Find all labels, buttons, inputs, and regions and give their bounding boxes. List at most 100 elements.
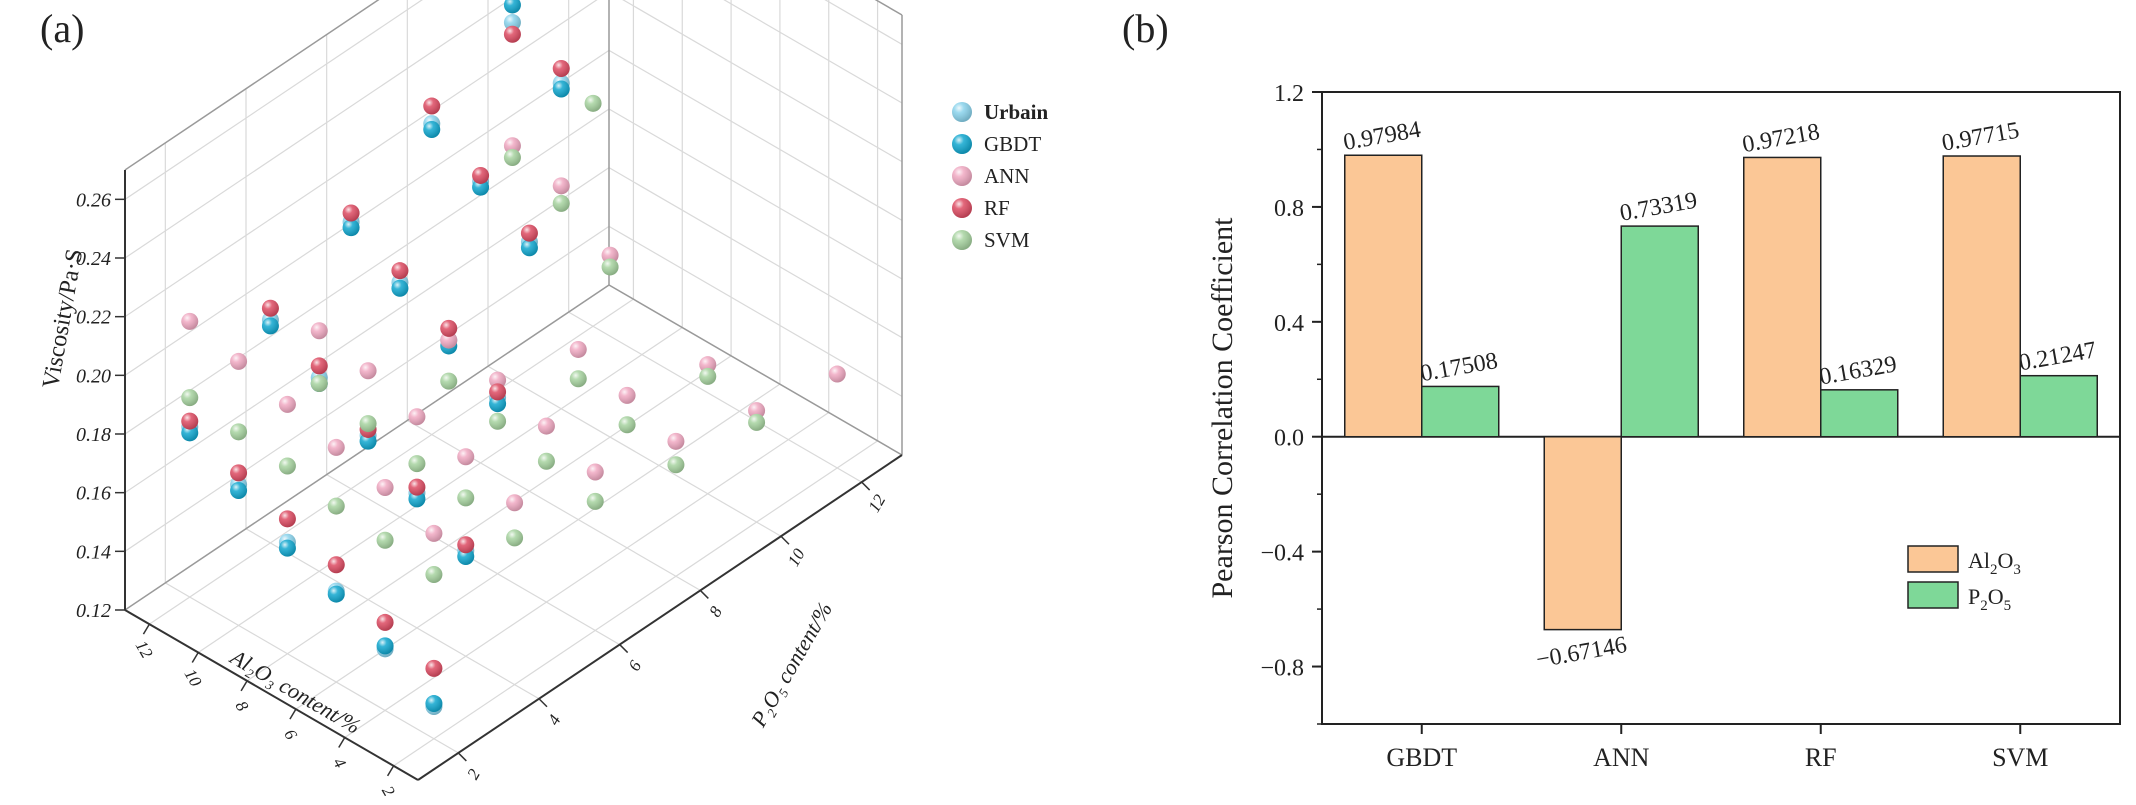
y-axis-label: P₂O₅ content/% xyxy=(745,598,837,732)
legend-item-svm: SVM xyxy=(952,228,1030,252)
point-svm xyxy=(552,194,570,212)
point-ann xyxy=(618,386,636,404)
bar-value-label: 0.97984 xyxy=(1341,117,1422,156)
legend-item-al2o3: Al2O3 xyxy=(1907,545,2021,578)
point-svm xyxy=(699,367,717,385)
legend-item-gbdt: GBDT xyxy=(952,132,1041,156)
point-ann xyxy=(667,432,685,450)
y-tick-label: 8 xyxy=(705,603,726,620)
x-tick-label: 8 xyxy=(231,698,252,715)
x-tick-label: 10 xyxy=(181,666,206,691)
point-rf xyxy=(520,224,538,242)
x-tick-label: RF xyxy=(1805,743,1837,772)
point-rf xyxy=(472,166,490,184)
point-svm xyxy=(618,416,636,434)
point-gbdt xyxy=(489,395,507,413)
box-edge xyxy=(874,0,903,16)
legend-label: P2O5 xyxy=(1968,584,2011,614)
legend-label: Al2O3 xyxy=(1968,548,2021,578)
y-tick-label: 4 xyxy=(544,711,565,728)
x-ticks: GBDT ANN RF SVM xyxy=(1386,724,2048,772)
point-rf xyxy=(423,97,441,115)
wall-gridline xyxy=(723,0,903,104)
point-rf xyxy=(552,59,570,77)
y-tick-mark xyxy=(699,589,709,599)
point-gbdt xyxy=(457,548,475,566)
point-rf xyxy=(408,478,426,496)
y-tick-mark xyxy=(619,644,629,654)
y-tick-label: 0.4 xyxy=(1274,311,1304,337)
bar-value-label: 0.73319 xyxy=(1618,188,1699,227)
wall-gridline xyxy=(124,0,598,318)
point-gbdt xyxy=(425,695,443,713)
point-gbdt xyxy=(278,539,296,557)
wall-gridline xyxy=(124,49,610,376)
bar-al2o3-svm xyxy=(1942,155,2021,438)
wall-gridline xyxy=(608,225,903,397)
point-gbdt xyxy=(359,432,377,450)
panel-a-points xyxy=(181,0,846,715)
point-rf xyxy=(425,659,443,677)
floor-gridline xyxy=(245,528,540,700)
point-ann xyxy=(748,402,766,420)
point-svm xyxy=(425,565,443,583)
point-rf xyxy=(230,464,248,482)
x-axis-line xyxy=(124,609,419,781)
point-svm xyxy=(440,372,458,390)
point-svm xyxy=(376,531,394,549)
floor-gridline xyxy=(344,412,830,738)
point-ann xyxy=(586,463,604,481)
point-ann xyxy=(537,417,555,435)
floor-gridline xyxy=(165,582,459,754)
wall-gridline xyxy=(124,167,610,494)
box-edge xyxy=(608,284,903,456)
point-ann xyxy=(569,340,587,358)
point-rf xyxy=(376,613,394,631)
legend-label: Urbain xyxy=(984,100,1049,124)
point-svm xyxy=(489,412,507,430)
y-axis-label-b: Pearson Correlation Coefficient xyxy=(1206,217,1239,599)
point-svm xyxy=(601,258,619,276)
z-tick-label: 0.12 xyxy=(76,600,111,622)
point-svm xyxy=(278,457,296,475)
box-edge xyxy=(124,0,380,171)
x-tick-label: 6 xyxy=(280,726,301,743)
point-ann xyxy=(506,494,524,512)
x-tick-mark xyxy=(240,680,248,692)
point-ann xyxy=(440,331,458,349)
point-ann xyxy=(828,365,846,383)
point-svm xyxy=(181,389,199,407)
x-tick-label: GBDT xyxy=(1386,743,1457,772)
panel-b-label: (b) xyxy=(1122,6,1169,51)
z-tick-label: 0.26 xyxy=(76,189,111,211)
point-svm xyxy=(310,375,328,393)
point-svm xyxy=(327,497,345,515)
point-rf xyxy=(181,412,199,430)
x-tick-mark xyxy=(142,623,151,635)
wall-gridline xyxy=(124,225,610,552)
point-gbdt xyxy=(342,219,360,237)
point-svm xyxy=(537,452,555,470)
z-tick-label: 0.24 xyxy=(76,248,111,270)
y-tick-label: 10 xyxy=(784,545,809,570)
floor-gridline xyxy=(149,298,634,625)
wall-gridline xyxy=(622,0,903,163)
bar-value-label: −0.67146 xyxy=(1534,632,1629,674)
point-rf xyxy=(457,536,475,554)
legend-label: GBDT xyxy=(984,132,1041,156)
point-urbain xyxy=(503,14,521,32)
point-gbdt xyxy=(472,178,490,196)
point-rf xyxy=(342,204,360,222)
wall-gridline xyxy=(824,0,903,45)
y-tick-label: −0.4 xyxy=(1260,541,1304,567)
point-ann xyxy=(699,356,717,374)
floor-gridline xyxy=(568,311,862,483)
wall-gridline xyxy=(124,108,610,435)
z-tick-label: 0.20 xyxy=(76,365,111,387)
point-ann xyxy=(230,352,248,370)
point-ann xyxy=(601,246,619,264)
bar-al2o3-ann xyxy=(1543,435,1622,631)
point-gbdt xyxy=(423,121,441,139)
panel-b-bar-chart: −0.8 −0.4 0.0 0.4 0.8 1.2 0.97984 0.17508 −0.67… xyxy=(1206,81,2121,772)
